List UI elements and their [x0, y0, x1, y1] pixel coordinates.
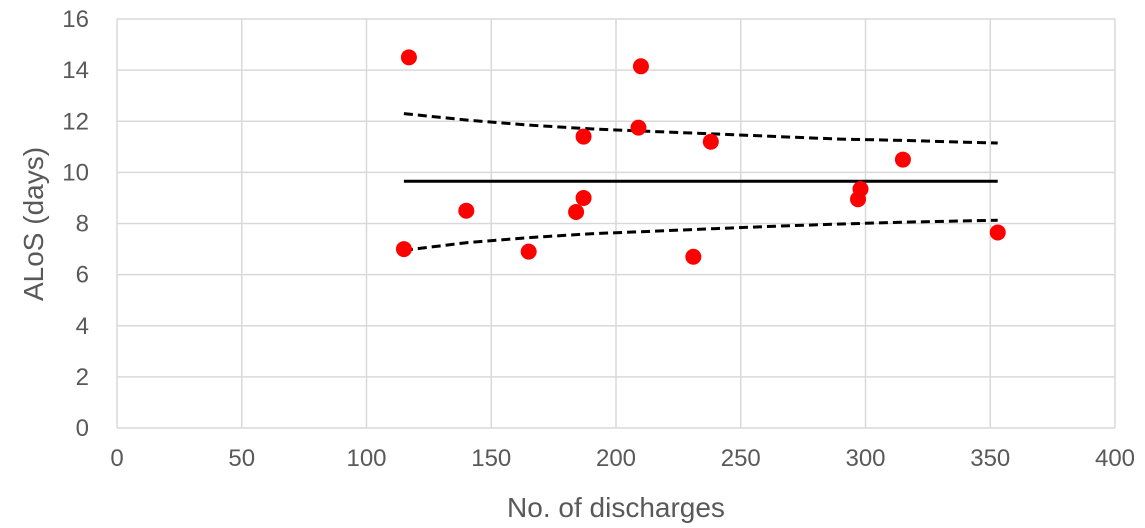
x-tick-label: 100: [346, 445, 386, 472]
x-tick-label: 0: [110, 445, 123, 472]
data-point: [630, 119, 647, 136]
data-point: [894, 151, 911, 168]
x-tick-label: 50: [228, 445, 255, 472]
data-point: [685, 248, 702, 265]
y-tick-label: 14: [62, 57, 89, 84]
x-tick-label: 300: [845, 445, 885, 472]
x-tick-label: 200: [596, 445, 636, 472]
data-point: [458, 202, 475, 219]
y-tick-label: 10: [62, 159, 89, 186]
data-point: [702, 133, 719, 150]
axes: [116, 19, 1115, 429]
x-axis-title: No. of discharges: [507, 492, 725, 523]
gridlines: [117, 18, 1116, 428]
y-tick-label: 12: [62, 108, 89, 135]
data-point: [520, 243, 537, 260]
data-point: [395, 241, 412, 258]
y-tick-label: 4: [76, 313, 89, 340]
data-points: [395, 49, 1006, 265]
y-tick-label: 16: [62, 6, 89, 33]
data-point: [852, 180, 869, 197]
tick-labels: 0 50 100 150 200 250 300 350 400 0 2 4 6 8 10 12 14 16: [62, 6, 1135, 472]
y-tick-label: 0: [76, 415, 89, 442]
data-point: [575, 189, 592, 206]
y-tick-label: 2: [76, 364, 89, 391]
data-point: [568, 203, 585, 220]
x-tick-label: 150: [471, 445, 511, 472]
data-point: [989, 224, 1006, 241]
lower-limit-line: [403, 218, 998, 252]
y-tick-label: 8: [76, 211, 89, 238]
data-point: [575, 128, 592, 145]
x-tick-label: 400: [1095, 445, 1135, 472]
y-tick-label: 6: [76, 262, 89, 289]
data-point: [400, 49, 417, 66]
upper-limit-line: [403, 112, 998, 145]
data-point: [632, 58, 649, 75]
y-axis-title: ALoS (days): [18, 147, 49, 301]
reference-lines: [403, 112, 998, 252]
x-tick-label: 350: [970, 445, 1010, 472]
x-tick-label: 250: [721, 445, 761, 472]
